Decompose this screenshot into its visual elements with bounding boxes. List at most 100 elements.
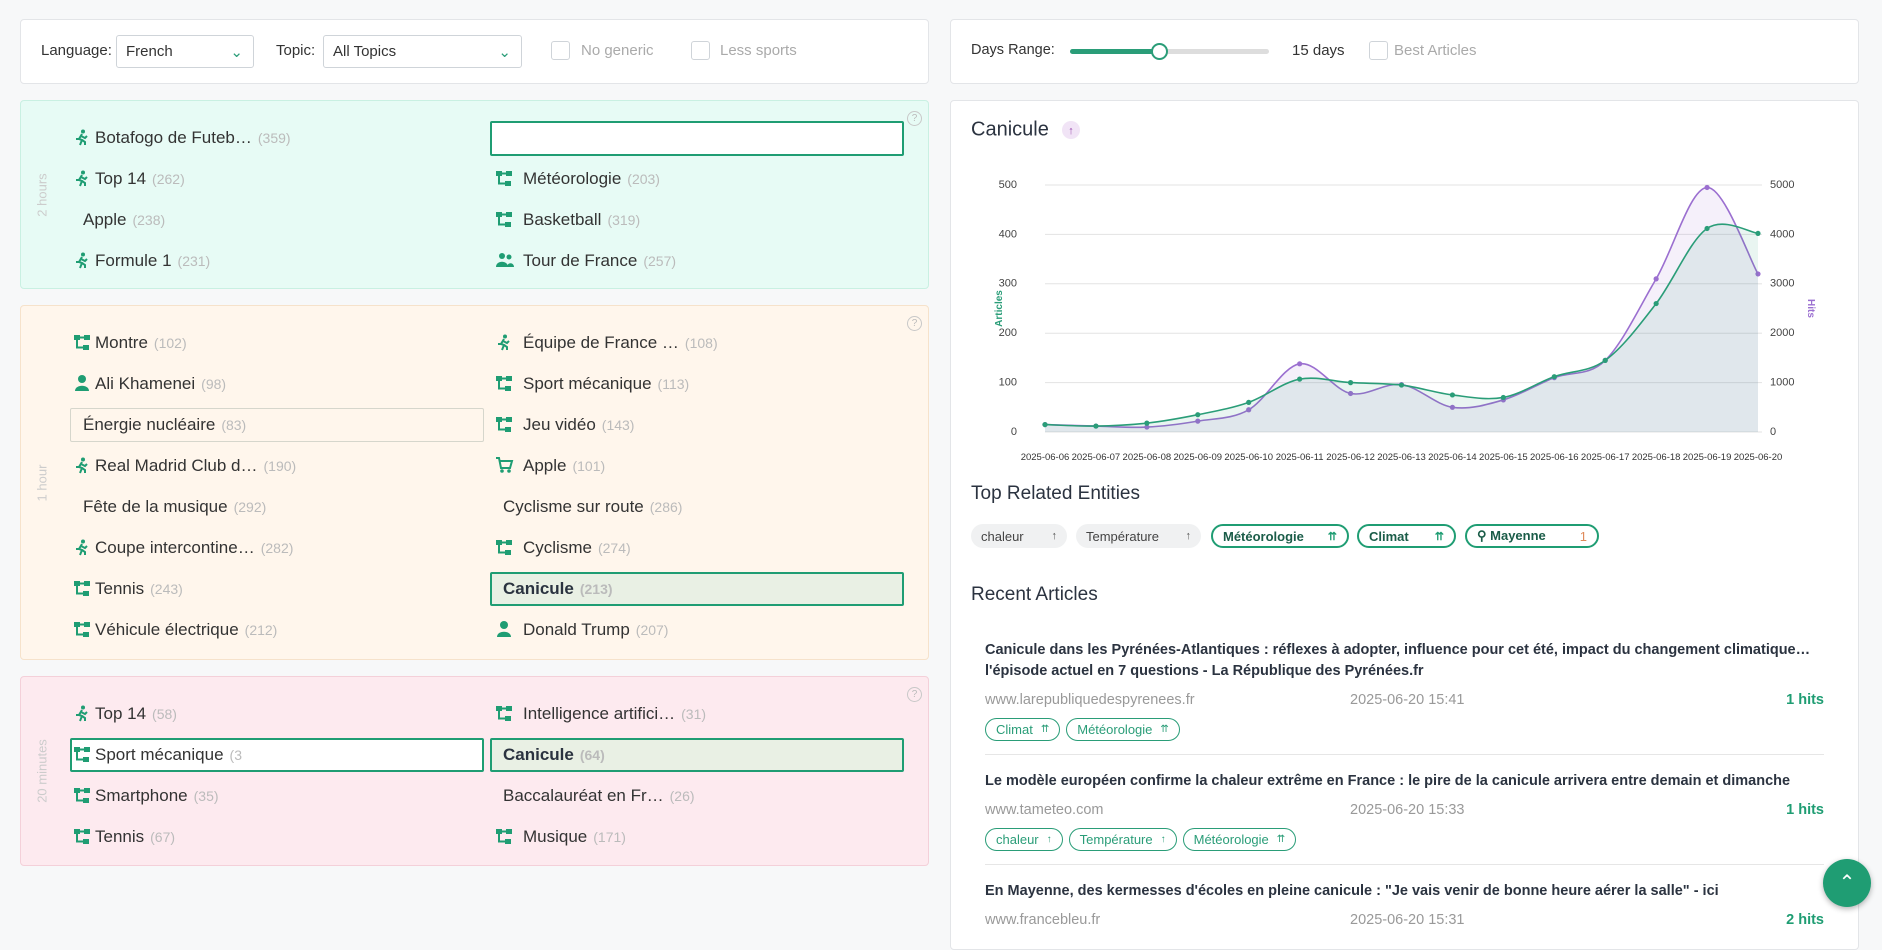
language-select[interactable]: French ⌄ [116,35,254,68]
item-icon [76,252,88,269]
help-icon: ? [907,111,922,126]
trend-item[interactable]: Sport mécanique (3 [95,745,242,765]
tag-trend: ⇈ [1040,724,1050,735]
trend-item[interactable]: Donald Trump (207) [523,620,668,640]
tag-name: Météorologie [1077,722,1153,737]
article-title[interactable]: Le modèle européen confirme la chaleur e… [985,773,1791,789]
trend-item[interactable]: Intelligence artifici… (31) [523,704,706,724]
item-count: (238) [132,212,166,228]
scroll-top-button[interactable]: ⌃ [1823,859,1871,907]
article-tag: Climat ⇈ [985,718,1061,741]
item-name: Top 14 [95,169,147,188]
article-title[interactable]: En Mayenne, des kermesses d'écoles en pl… [985,883,1719,899]
trend-item[interactable]: Véhicule électrique (212) [95,620,277,640]
item-name: Véhicule électrique [95,620,239,639]
x-tick-label: 2025-06-19 [1683,452,1732,463]
item-count: (83) [221,417,247,433]
no-generic-checkbox[interactable] [551,41,570,60]
data-point [1297,376,1303,382]
trend-item[interactable]: Top 14 (58) [95,704,177,724]
best-checkbox[interactable] [1369,41,1388,60]
trend-item[interactable]: Tour de France (257) [523,251,676,271]
trend-item[interactable]: Real Madrid Club d… (190) [95,456,296,476]
trend-item[interactable]: Sport mécanique (113) [523,374,689,394]
trend-item[interactable]: Météorologie (203) [523,169,660,189]
item-count: (190) [263,458,297,474]
trend-item[interactable]: Équipe de France … (108) [523,333,718,353]
entity-chip[interactable]: chaleur ↑ [971,524,1067,548]
trend-item[interactable]: Formule 1 (231) [95,251,210,271]
trend-item[interactable]: Smartphone (35) [95,786,219,806]
trend-item[interactable]: Botafogo de Futeb… (359) [95,128,291,148]
item-count: (203) [627,171,660,187]
entity-chip[interactable]: Météorologie ⇈ [1211,524,1349,548]
item-name: Apple [83,210,127,229]
item-name: Basketball [523,210,602,229]
item-icon [74,829,90,844]
trend-item[interactable]: Tennis (67) [95,827,175,847]
item-count: (274) [597,540,631,556]
entity-chip[interactable]: Température ↑ [1076,524,1201,548]
item-icon [74,581,90,596]
trend-item[interactable]: Fête de la musique (292) [83,497,266,517]
trend-item[interactable]: Montre (102) [95,333,187,353]
trend-item[interactable]: Top 14 (262) [95,169,185,189]
best-label: Best Articles [1394,42,1477,59]
article-title[interactable]: Canicule dans les Pyrénées-Atlantiques :… [985,642,1811,679]
trend-item[interactable]: Apple (101) [523,456,605,476]
chart-title: Canicule [971,118,1049,140]
slider-knob[interactable] [1151,43,1168,60]
slider-fill [1070,49,1159,54]
slider-track[interactable] [1070,49,1269,54]
data-point [1551,374,1557,380]
data-point [1755,271,1761,277]
item-count: (64) [579,747,605,763]
trend-item[interactable]: Cyclisme sur route (286) [503,497,682,517]
data-point [1704,184,1710,191]
trend-item[interactable]: Cyclisme (274) [523,538,631,558]
trend-item[interactable]: Ali Khamenei (98) [95,374,226,394]
item-name: Apple [523,456,567,475]
x-tick-label: 2025-06-16 [1530,452,1579,463]
item-icon [496,417,512,432]
chip-name: Météorologie [1223,528,1304,544]
x-tick-label: 2025-06-17 [1581,452,1630,463]
data-point [1297,361,1303,367]
item-count: (31) [681,706,707,722]
item-name: Donald Trump [523,620,630,639]
trend-item[interactable]: Baccalauréat en Fr… (26) [503,786,695,806]
trend-item[interactable]: Énergie nucléaire (83) [83,415,246,435]
trend-item[interactable]: Apple (238) [83,210,165,230]
trend-item[interactable]: Tennis (243) [95,579,183,599]
item-icon [75,375,89,391]
y2-tick-label: 3000 [1770,278,1794,290]
data-point [1144,424,1150,430]
data-point [1500,394,1506,401]
search-input[interactable] [490,121,904,156]
item-count: (262) [152,171,185,187]
trend-item[interactable]: Musique (171) [523,827,626,847]
item-icon [76,705,88,722]
item-count: (257) [643,253,677,269]
item-icon [496,706,512,721]
data-point [1602,357,1608,363]
item-name: Canicule [503,745,574,764]
trend-item[interactable]: Basketball (319) [523,210,640,230]
trend-item[interactable]: Jeu vidéo (143) [523,415,634,435]
less-sports-checkbox[interactable] [691,41,710,60]
item-icon [76,457,88,474]
period-label: 20 minutes [34,739,50,803]
entity-chip[interactable]: Climat ⇈ [1357,524,1456,548]
topic-select[interactable]: All Topics ⌄ [323,35,522,68]
trend-item[interactable]: Coupe intercontine… (282) [95,538,293,558]
item-icon [498,334,510,351]
x-tick-label: 2025-06-06 [1021,452,1070,463]
item-name: Sport mécanique [95,745,224,764]
entity-chip[interactable]: ⚲ Mayenne 1 [1465,524,1599,548]
item-box [490,572,904,606]
article-hits: 1 hits [1786,692,1824,708]
trend-item[interactable]: Canicule (213) [503,579,613,599]
article-tag: Température ↑ [1068,828,1177,851]
trend-item[interactable]: Canicule (64) [503,745,605,765]
x-tick-label: 2025-06-15 [1479,452,1528,463]
